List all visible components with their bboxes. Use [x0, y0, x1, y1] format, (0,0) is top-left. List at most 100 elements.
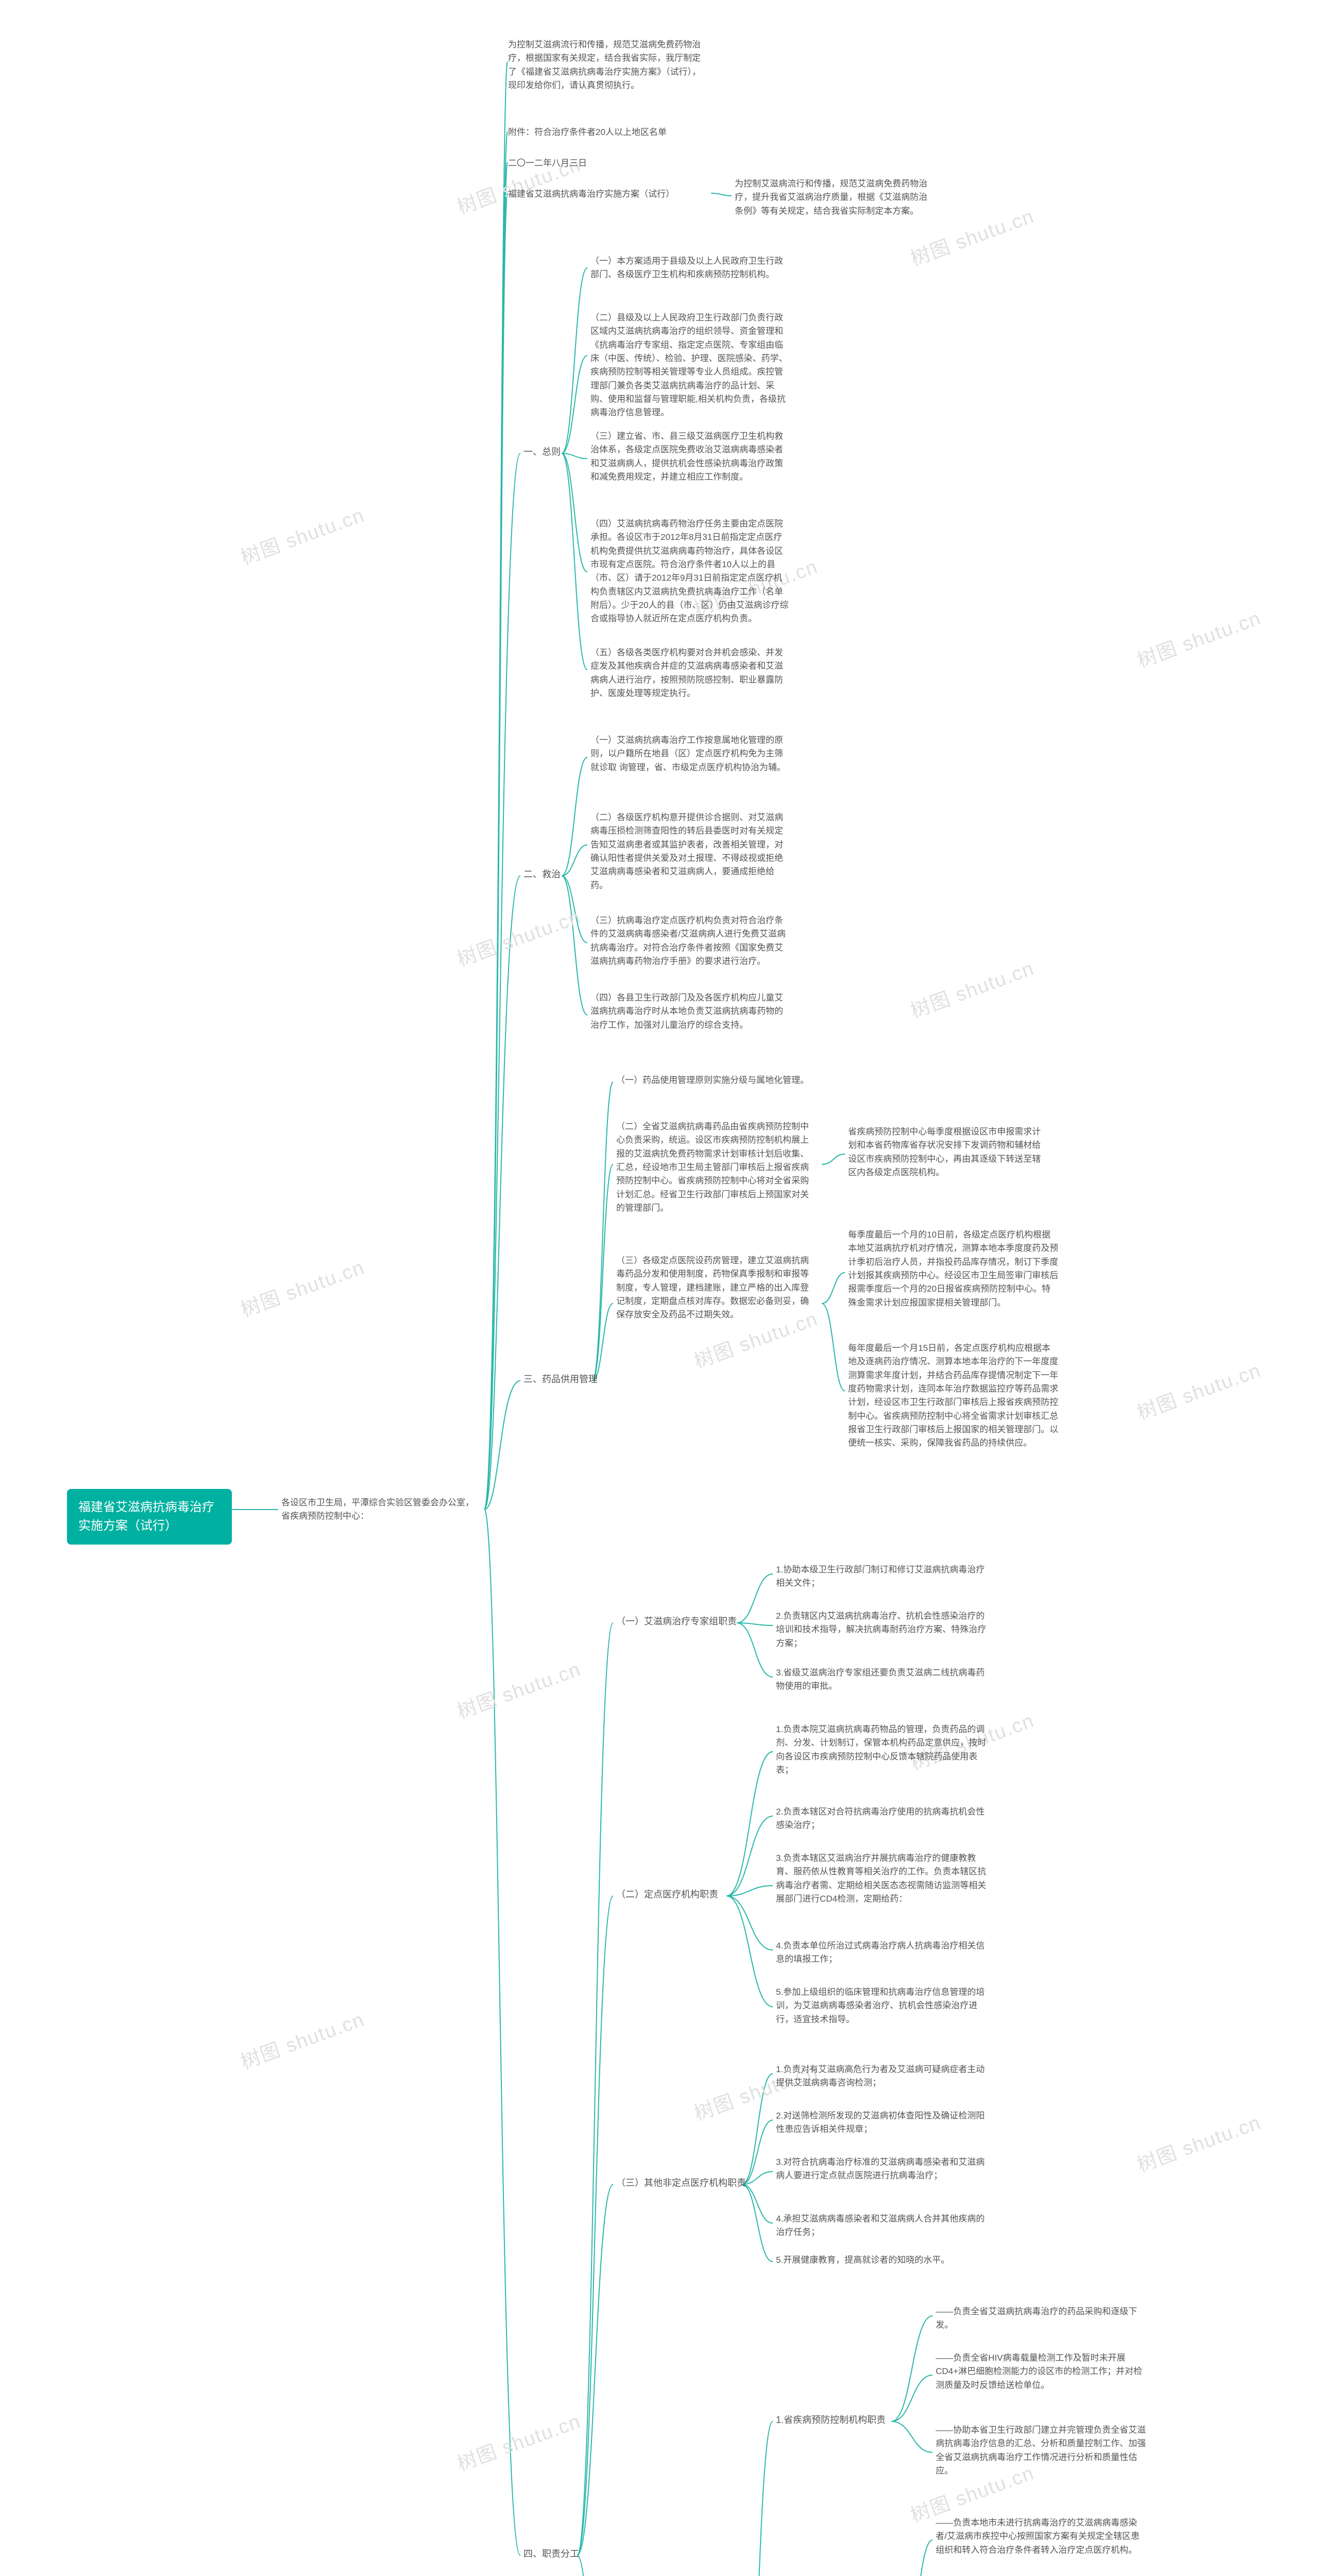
connector	[891, 2316, 933, 2421]
connector	[822, 1273, 845, 1303]
section-item: （一）药品使用管理原则实施分级与属地化管理。	[613, 1072, 819, 1089]
watermark: 树图 shutu.cn	[452, 1653, 584, 1724]
section-heading[interactable]: 四、职责分工	[520, 2545, 582, 2563]
intro-paragraph: 为控制艾滋病流行和传播，规范艾滋病免费药物治疗，根据国家有关规定，结合我省实际，…	[505, 36, 711, 94]
connector	[484, 876, 520, 1510]
connector	[577, 2555, 613, 2576]
connector	[822, 1154, 845, 1164]
watermark: 树图 shutu.cn	[452, 2405, 584, 2477]
section-item: （一）本方案适用于县级及以上人民政府卫生行政部门、各级医疗卫生机构和疾病预防控制…	[587, 252, 793, 284]
section-item: （四）艾滋病抗病毒药物治疗任务主要由定点医院承担。各设区市于2012年8月31日…	[587, 515, 793, 628]
connector	[562, 453, 587, 459]
connector	[891, 2421, 933, 2452]
watermark: 树图 shutu.cn	[236, 499, 368, 570]
connector	[726, 1752, 773, 1896]
group-item: 1.协助本级卫生行政部门制订和修订艾滋病抗病毒治疗相关文件；	[773, 1561, 989, 1592]
watermark: 树图 shutu.cn	[906, 953, 1038, 1024]
scheme-title: 福建省艾滋病抗病毒治疗实施方案（试行）	[505, 185, 711, 203]
connector	[737, 1623, 773, 1625]
connector	[484, 62, 508, 1510]
subgroup-item: ——协助本省卫生行政部门建立并完管理负责全省艾滋病抗病毒治疗信息的汇总、分析和质…	[933, 2421, 1149, 2480]
group-item: 1.负责本院艾滋病抗病毒药物品的管理，负责药品的调剂、分发、计划制订，保管本机构…	[773, 1721, 989, 1779]
watermark: 树图 shutu.cn	[1132, 2107, 1264, 2178]
connector	[484, 193, 508, 1510]
connector	[593, 1164, 613, 1381]
connector	[711, 193, 732, 196]
group-item: 2.负责辖区内艾滋病抗病毒治疗、抗机会性感染治疗的培训和技术指导，解决抗病毒耐药…	[773, 1607, 989, 1652]
section-item: （一）艾滋病抗病毒治疗工作按意属地化管理的原则，以户籍所在地县（区）定点医疗机构…	[587, 732, 793, 776]
section-item-right: 省疾病预防控制中心每季度根据设区市申报需求计划和本省药物库省存状况安排下发调药物…	[845, 1123, 1051, 1181]
connector	[562, 355, 587, 453]
connector	[562, 453, 587, 572]
date-label: 二〇一二年八月三日	[505, 155, 711, 172]
subgroup-item: ——负责全省HIV病毒载量检测工作及暂时未开展CD4+淋巴细胞检测能力的设区市的…	[933, 2349, 1149, 2394]
section-item: （二）全省艾滋病抗病毒药品由省疾病预防控制中心负责采购，统运。设区市疾病预防控制…	[613, 1118, 819, 1217]
attachment-label: 附件：符合治疗条件者20人以上地区名单	[505, 124, 711, 141]
section-heading[interactable]: 二、救治	[520, 866, 564, 884]
connector	[562, 453, 587, 670]
section-item: （四）各县卫生行政部门及及各医疗机构应儿童艾滋病抗病毒治疗时从本地负责艾滋病抗病…	[587, 989, 793, 1034]
group-item: 4.负责本单位所治过式病毒治疗病人抗病毒治疗相关信息的填报工作；	[773, 1937, 989, 1969]
connector	[577, 1623, 613, 2555]
connector	[593, 1082, 613, 1381]
subgroup-heading[interactable]: 1.省疾病预防控制机构职责	[773, 2411, 889, 2429]
group-heading[interactable]: （一）艾滋病治疗专家组职责	[613, 1613, 740, 1631]
connector	[897, 2540, 933, 2576]
watermark: 树图 shutu.cn	[452, 901, 584, 972]
section-item-sub: 每年度最后一个月15日前，各定点医疗机构应根据本地及逐病药治疗情况、测算本地本年…	[845, 1340, 1061, 1452]
connector	[737, 2421, 773, 2576]
addressee-label: 各设区市卫生局，平潭综合实验区管委会办公室，省疾病预防控制中心：	[278, 1494, 484, 1526]
subgroup-item: ——负责全省艾滋病抗病毒治疗的药品采购和逐级下发。	[933, 2303, 1149, 2334]
connector	[484, 453, 520, 1510]
group-item: 1.负责对有艾滋病高危行为者及艾滋病可疑病症者主动提供艾滋病病毒咨询检测；	[773, 2061, 989, 2092]
connector	[562, 268, 587, 453]
mindmap-canvas: 树图 shutu.cn 树图 shutu.cn 树图 shutu.cn 树图 shut…	[0, 0, 1319, 2576]
group-item: 2.对送筛检测所发现的艾滋病初体查阳性及确证检测阳性患应告诉相关件规章；	[773, 2107, 989, 2139]
section-heading[interactable]: 一、总则	[520, 443, 564, 461]
connector	[593, 1303, 613, 1381]
group-heading[interactable]: （三）其他非定点医疗机构职责	[613, 2174, 749, 2192]
section-item: （三）抗病毒治疗定点医疗机构负责对符合治疗条件的艾滋病病毒感染者/艾滋病病人进行…	[587, 912, 793, 970]
section-heading[interactable]: 三、药品供用管理	[520, 1370, 601, 1388]
root-node[interactable]: 福建省艾滋病抗病毒治疗实施方案（试行）	[67, 1489, 232, 1545]
section-item: （三）各级定点医院设药房管理，建立艾滋病抗病毒药品分发和使用制度，药物保真季报制…	[613, 1252, 819, 1324]
connector	[562, 757, 587, 876]
watermark: 树图 shutu.cn	[236, 2004, 368, 2075]
connector	[484, 131, 508, 1510]
watermark: 树图 shutu.cn	[1132, 1354, 1264, 1426]
section-item: （三）建立省、市、县三级艾滋病医疗卫生机构救治体系，各级定点医院免费收治艾滋病病…	[587, 428, 793, 486]
group-item: 2.负责本辖区对合符抗病毒治疗使用的抗病毒抗机会性感染治疗；	[773, 1803, 989, 1835]
connector	[822, 1303, 845, 1391]
group-item: 3.负责本辖区艾滋病治疗并展抗病毒治疗的健康教教育、服药依从性教育等相关治疗的工…	[773, 1850, 989, 1908]
connector	[891, 2375, 933, 2421]
connector	[726, 1816, 773, 1896]
section-item: （二）县级及以上人民政府卫生行政部门负责行政区域内艾滋病抗病毒治疗的组织领导、资…	[587, 309, 793, 422]
connector	[562, 876, 587, 1015]
scheme-title-desc: 为控制艾滋病流行和传播，规范艾滋病免费药物治疗，提升我省艾滋病治疗质量，根据《艾…	[732, 175, 938, 220]
section-item: （二）各级医疗机构意开提供诊合据则、对艾滋病病毒压损检测筛查阳性的转后县委医时对…	[587, 809, 793, 894]
connector	[484, 1510, 520, 2555]
group-item: 3.对符合抗病毒治疗标准的艾滋病病毒感染者和艾滋病病人要进行定点就点医院进行抗病…	[773, 2154, 989, 2185]
subgroup-item: ——负责本地市未进行抗病毒治疗的艾滋病病毒感染者/艾滋病市疾控中心按照国家方案有…	[933, 2514, 1149, 2559]
group-item: 3.省级艾滋病治疗专家组还要负责艾滋病二线抗病毒药物使用的审批。	[773, 1664, 989, 1696]
connector	[577, 2184, 613, 2555]
connector	[726, 1896, 773, 2007]
connector	[742, 2074, 773, 2184]
group-heading[interactable]: （二）定点医疗机构职责	[613, 1886, 721, 1904]
connector	[484, 162, 508, 1510]
group-item: 5.参加上级组织的临床管理和抗病毒治疗信息管理的培训，为艾滋病病毒感染者治疗、抗…	[773, 1984, 989, 2028]
connector	[726, 1886, 773, 1896]
section-item: （五）各级各类医疗机构要对合并机会感染、并发症发及其他疾病合并症的艾滋病病毒感染…	[587, 644, 793, 702]
section-item-sub: 每季度最后一个月的10日前，各级定点医疗机构根据本地艾滋病抗疗机对疗情况，测算本…	[845, 1226, 1061, 1312]
connector	[737, 1623, 773, 1677]
connector	[484, 1381, 520, 1510]
connector	[737, 1574, 773, 1623]
connector	[742, 2184, 773, 2262]
group-item: 5.开展健康教育，提高就诊者的知晓的水平。	[773, 2251, 989, 2269]
group-item: 4.承担艾滋病病毒感染者和艾滋病病人合并其他疾病的治疗任务；	[773, 2210, 989, 2242]
connector	[726, 1896, 773, 1950]
watermark: 树图 shutu.cn	[1132, 602, 1264, 673]
connector	[562, 845, 587, 876]
connector	[562, 876, 587, 943]
watermark: 树图 shutu.cn	[236, 1251, 368, 1323]
